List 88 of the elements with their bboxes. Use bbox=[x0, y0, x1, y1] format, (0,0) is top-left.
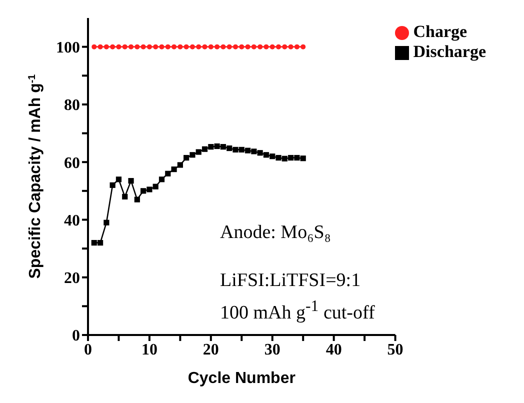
point bbox=[214, 143, 220, 150]
point bbox=[110, 44, 116, 50]
point bbox=[158, 176, 165, 182]
point bbox=[178, 44, 183, 50]
y-tick-label: 100 bbox=[56, 40, 80, 56]
point bbox=[288, 44, 294, 50]
point bbox=[232, 44, 238, 50]
point bbox=[276, 44, 282, 50]
point bbox=[184, 44, 189, 50]
point bbox=[270, 44, 275, 50]
annotation: 100 mAh g$^{-1}$ cut-off bbox=[220, 297, 375, 326]
point bbox=[294, 154, 300, 161]
point bbox=[104, 220, 110, 226]
point bbox=[220, 144, 226, 150]
point bbox=[159, 44, 164, 50]
point bbox=[257, 150, 263, 156]
point bbox=[134, 44, 140, 50]
point bbox=[226, 44, 232, 50]
point bbox=[251, 148, 257, 154]
point bbox=[98, 44, 103, 50]
point bbox=[288, 154, 294, 161]
point bbox=[226, 145, 232, 152]
point bbox=[202, 44, 208, 50]
point bbox=[270, 154, 276, 160]
x-tick-label: 40 bbox=[326, 341, 342, 358]
point bbox=[208, 144, 214, 150]
point bbox=[104, 44, 109, 50]
point bbox=[128, 178, 134, 184]
point bbox=[128, 44, 134, 50]
point bbox=[282, 156, 288, 162]
point bbox=[244, 148, 251, 154]
point bbox=[190, 44, 195, 50]
x-axis-title: Cycle Number bbox=[188, 370, 296, 387]
legend-label: Charge bbox=[413, 22, 468, 41]
point bbox=[171, 166, 177, 172]
point bbox=[184, 154, 190, 161]
point bbox=[294, 44, 300, 50]
point bbox=[91, 240, 97, 246]
x-tick-label: 20 bbox=[202, 341, 219, 358]
x-tick-label: 10 bbox=[141, 341, 158, 358]
point bbox=[196, 44, 202, 50]
point bbox=[140, 188, 146, 194]
point bbox=[140, 44, 146, 50]
y-tick-label: 40 bbox=[64, 212, 80, 230]
point bbox=[238, 146, 244, 152]
y-tick-label: 80 bbox=[64, 97, 80, 114]
legend-label: Discharge bbox=[413, 42, 486, 61]
annotation: LiFSI:LiTFSI=9:1 bbox=[220, 269, 362, 293]
point bbox=[152, 184, 158, 190]
point bbox=[258, 44, 263, 50]
point bbox=[196, 149, 202, 155]
point bbox=[110, 182, 116, 188]
point bbox=[153, 44, 158, 50]
point bbox=[116, 176, 122, 182]
point bbox=[177, 162, 183, 168]
y-tick-label: 60 bbox=[64, 154, 80, 172]
point bbox=[134, 196, 140, 202]
point bbox=[264, 44, 269, 50]
x-tick-label: 50 bbox=[387, 341, 404, 358]
x-tick-label: 0 bbox=[84, 341, 92, 358]
point bbox=[282, 44, 288, 50]
point bbox=[122, 44, 128, 50]
point bbox=[214, 44, 220, 50]
point bbox=[251, 44, 256, 50]
point bbox=[165, 170, 171, 176]
point bbox=[202, 146, 208, 152]
point bbox=[300, 44, 306, 50]
annotation: Anode: Mo₆S₈ bbox=[220, 221, 332, 245]
point bbox=[146, 44, 152, 50]
point bbox=[190, 152, 196, 158]
point bbox=[276, 154, 282, 161]
y-tick-label: 20 bbox=[64, 270, 80, 288]
point bbox=[116, 44, 122, 50]
point bbox=[122, 194, 128, 200]
point bbox=[245, 44, 250, 50]
point bbox=[165, 44, 170, 50]
y-tick-label: 0 bbox=[72, 328, 80, 345]
point bbox=[208, 44, 214, 50]
point bbox=[146, 186, 152, 192]
point bbox=[220, 44, 226, 50]
x-tick-label: 30 bbox=[264, 341, 280, 358]
point bbox=[172, 44, 177, 50]
point bbox=[92, 44, 97, 50]
point bbox=[97, 240, 104, 246]
point bbox=[239, 44, 244, 50]
point bbox=[232, 146, 238, 152]
point bbox=[300, 156, 306, 162]
point bbox=[263, 152, 270, 158]
